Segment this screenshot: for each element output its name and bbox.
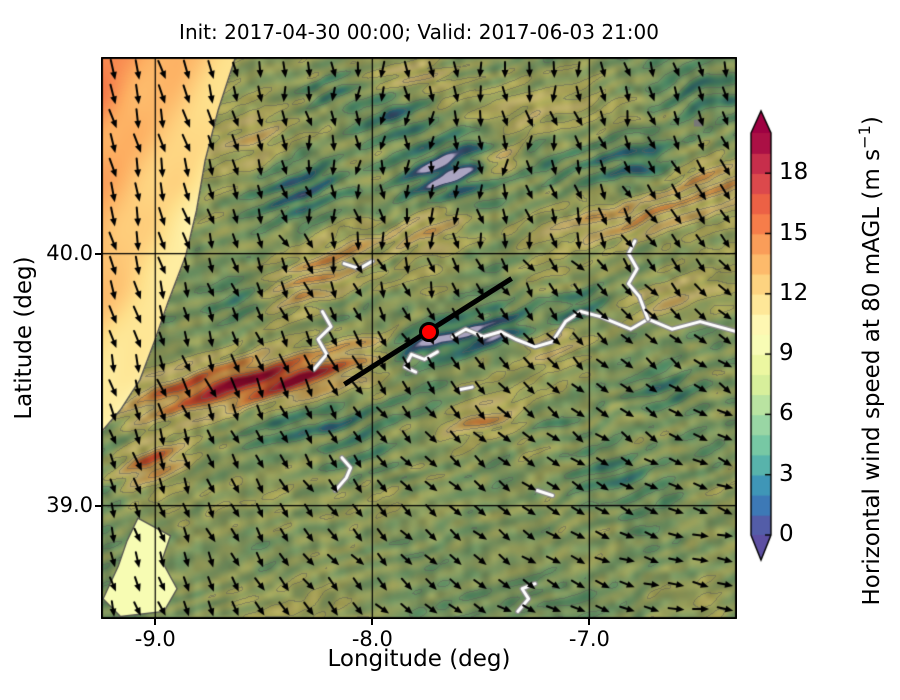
x-tick-mark [154,619,157,625]
y-tick-label: 39.0 [46,492,93,517]
x-axis-label: Longitude (deg) [327,646,511,672]
x-tick-label: -9.0 [134,627,176,651]
y-tick-mark [95,504,101,507]
colorbar-tick-label: 6 [779,400,794,427]
x-tick-label: -7.0 [568,627,610,651]
site-marker-dot [418,321,439,342]
colorbar [749,109,795,565]
colorbar-tick-label: 0 [779,521,794,547]
colorbar-tick-label: 18 [779,159,809,186]
y-axis-label: Latitude (deg) [11,256,37,420]
y-tick-mark [95,252,101,255]
x-tick-label: -8.0 [351,627,393,651]
plot-title: Init: 2017-04-30 00:00; Valid: 2017-06-0… [179,20,659,44]
x-tick-mark [371,619,374,625]
colorbar-tick-label: 3 [779,460,794,487]
colorbar-tick-label: 9 [779,340,794,367]
colorbar-tick-label: 12 [779,279,809,306]
colorbar-tick-label: 15 [779,219,809,246]
y-tick-label: 40.0 [46,240,93,265]
colorbar-label: Horizontal wind speed at 80 mAGL (m s−1) [855,116,885,606]
x-tick-mark [588,619,591,625]
